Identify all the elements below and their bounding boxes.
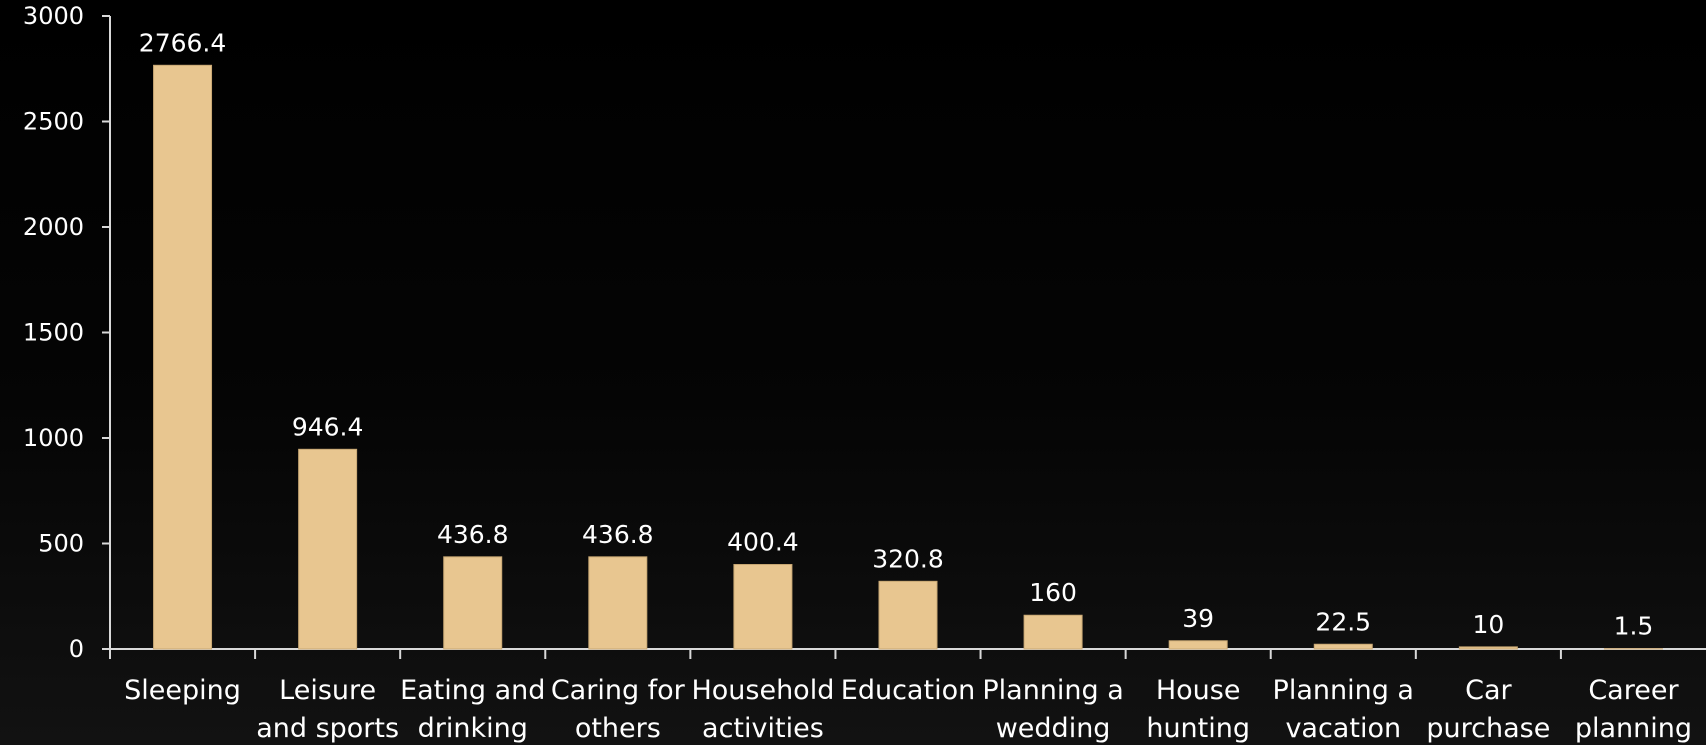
x-tick-label-line: Sleeping [124, 675, 241, 706]
x-tick-label: Eating and drinking [400, 675, 545, 744]
x-tick-label-line: Education [841, 675, 975, 706]
data-labels-group: 2766.4 946.4 436.8 436.8 400.4 320.8 160 39 22.5… [139, 28, 1654, 640]
x-tick-label-line: Career [1588, 675, 1679, 706]
bar [1313, 643, 1373, 650]
bar [878, 580, 938, 650]
y-tick-label: 0 [69, 635, 84, 663]
x-tick-label-line: and sports [256, 713, 399, 744]
x-tick-label-line: Household [691, 675, 834, 706]
x-tick-label-line: others [575, 713, 661, 744]
y-tick-label: 2500 [23, 108, 84, 136]
bar [443, 556, 503, 650]
x-tick-label-line: Planning a [982, 675, 1123, 706]
data-label: 1.5 [1614, 612, 1654, 641]
data-label: 160 [1029, 578, 1077, 607]
x-tick-label: Education [841, 675, 975, 706]
data-label: 2766.4 [139, 28, 226, 57]
bar [298, 448, 358, 650]
y-tick-label: 2000 [23, 213, 84, 241]
x-tick-label: Career planning [1575, 675, 1692, 744]
x-tick-label: Planning a vacation [1273, 675, 1414, 744]
data-label: 400.4 [727, 528, 799, 557]
bar [153, 64, 213, 650]
data-label: 39 [1182, 604, 1214, 633]
data-label: 320.8 [872, 544, 944, 573]
x-tick-label: Caring for others [551, 675, 686, 744]
y-axis: 0 500 1000 1500 2000 2500 3000 [23, 2, 111, 663]
x-tick-label-line: Leisure [279, 675, 376, 706]
bar [1168, 640, 1228, 650]
data-label: 10 [1472, 610, 1504, 639]
bar [588, 556, 648, 650]
y-tick-label: 1500 [23, 319, 84, 347]
data-label: 22.5 [1315, 607, 1371, 636]
x-tick-label: Leisure and sports [256, 675, 399, 744]
x-tick-label-line: planning [1575, 713, 1692, 744]
y-tick-label: 1000 [23, 424, 84, 452]
x-tick-label-line: hunting [1146, 713, 1250, 744]
x-tick-label-line: Car [1465, 675, 1512, 706]
x-tick-label-line: activities [702, 713, 824, 744]
data-label: 436.8 [582, 520, 654, 549]
bar [733, 564, 793, 650]
x-tick-label: Planning a wedding [982, 675, 1123, 744]
x-tick-label: Car purchase [1426, 675, 1550, 744]
x-tick-label-line: Eating and [400, 675, 545, 706]
y-tick-label: 3000 [23, 2, 84, 30]
bars-group [153, 64, 1663, 650]
x-tick-label-line: House [1156, 675, 1241, 706]
x-tick-label-line: Planning a [1273, 675, 1414, 706]
bar [1023, 614, 1083, 650]
bar [1458, 646, 1518, 650]
data-label: 436.8 [437, 520, 509, 549]
x-tick-label-line: vacation [1285, 713, 1401, 744]
data-label: 946.4 [292, 412, 364, 441]
x-tick-label-line: wedding [996, 713, 1111, 744]
x-tick-label-line: purchase [1426, 713, 1550, 744]
x-tick-label-line: drinking [418, 713, 528, 744]
x-tick-label-line: Caring for [551, 675, 686, 706]
y-tick-label: 500 [38, 530, 84, 558]
x-tick-label: Household activities [691, 675, 834, 744]
x-tick-label: House hunting [1146, 675, 1250, 744]
x-tick-label: Sleeping [124, 675, 241, 706]
